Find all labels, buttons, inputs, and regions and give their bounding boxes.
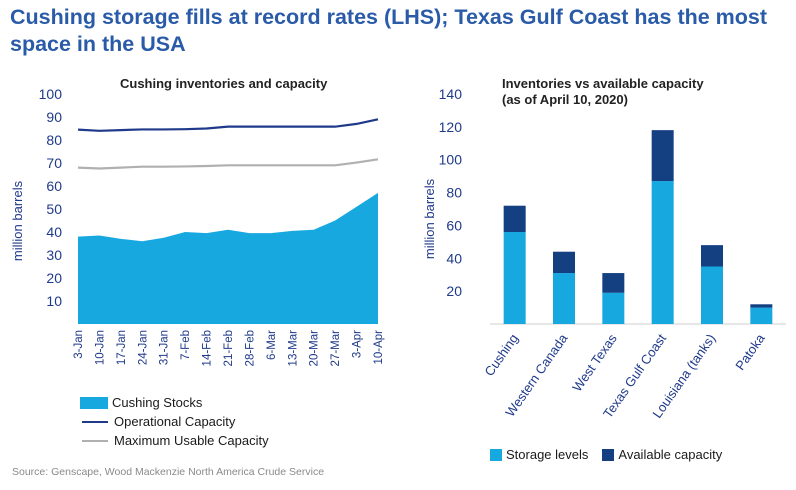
bar-available-capacity [602,273,625,293]
bar-storage-level [503,232,526,324]
bar-storage-level [651,181,674,324]
y-tick-label: 50 [46,201,62,217]
x-tick-label: 13-Mar [287,330,299,367]
y-tick-label: 140 [439,86,463,102]
bar-available-capacity [553,251,575,274]
capacity-bar-chart: 20 40 60 80 100 120 140 million barrels Cushing W… [422,86,786,421]
y-tick-label: 70 [46,155,62,171]
legend-operational-capacity: Operational Capacity [80,412,269,431]
legend-swatch-available [602,448,615,461]
legend-label-usable: Maximum Usable Capacity [114,433,269,448]
bar-available-capacity [503,205,526,232]
legend-label-stocks: Cushing Stocks [112,395,203,410]
legend-storage-levels: Storage levels [490,445,588,464]
y-tick-label: 60 [46,178,62,194]
cushing-chart: 10 20 30 40 50 60 70 80 90 100 million barrels 3-Ja… [10,86,385,367]
right-chart-title: Inventories vs available capacity (as of… [502,76,704,108]
page-title: Cushing storage fills at record rates (L… [10,5,768,56]
y-axis-label: million barrels [422,178,437,259]
left-legend: Cushing Stocks Operational Capacity Maxi… [80,393,269,450]
bar-storage-level [553,273,575,324]
y-tick-label: 120 [439,119,463,135]
x-tick-label: 14-Feb [202,330,214,366]
legend-swatch-stocks [80,396,108,409]
right-legend: Storage levels Available capacity [490,445,722,464]
x-tick-label: West Texas [569,331,620,395]
series-usable-capacity-line [77,158,379,170]
y-axis-label: million barrels [10,180,25,261]
bar-available-capacity [750,304,773,308]
y-tick-label: 40 [446,250,462,266]
bar-storage-level [602,292,625,324]
x-tick-label: Patoka [732,330,768,372]
legend-usable-capacity: Maximum Usable Capacity [80,431,269,450]
x-tick-label: Cushing [481,331,521,379]
x-tick-label: 6-Mar [266,330,278,360]
x-tick-label: 31-Jan [159,330,171,365]
x-tick-label: 10-Jan [94,330,106,365]
y-tick-label: 30 [46,247,62,263]
bar-storage-level [750,307,773,324]
y-tick-label: 20 [46,270,62,286]
legend-swatch-operational [82,420,108,423]
bar-storage-level [701,266,723,324]
x-tick-label: 27-Mar [330,330,342,367]
x-tick-label: 3-Jan [73,330,85,359]
left-chart-title: Cushing inventories and capacity [120,76,328,91]
legend-swatch-storage [490,448,502,461]
legend-cushing-stocks: Cushing Stocks [80,393,269,412]
legend-label-operational: Operational Capacity [114,414,236,429]
x-tick-label: 17-Jan [116,330,128,365]
x-tick-label: 20-Mar [309,330,321,367]
series-operational-capacity-line [77,118,379,132]
y-tick-label: 20 [446,283,462,299]
y-tick-label: 80 [46,132,62,148]
x-tick-label: 24-Jan [137,330,149,365]
right-chart-title-main: Inventories vs available capacity [502,76,704,91]
legend-swatch-usable [82,439,108,442]
x-tick-label: 10-Apr [373,330,385,365]
y-tick-label: 80 [446,185,462,201]
x-tick-label: 3-Apr [352,330,364,358]
legend-label-available: Available capacity [618,447,723,462]
x-tick-label: 28-Feb [244,330,256,366]
y-tick-label: 90 [46,109,62,125]
y-tick-label: 10 [46,293,62,309]
x-tick-label: 7-Feb [180,330,192,360]
bar-available-capacity [701,245,723,267]
series-cushing-stocks-area [78,192,378,324]
y-tick-label: 60 [446,217,462,233]
bar-available-capacity [651,130,674,182]
source-note: Source: Genscape, Wood Mackenzie North A… [12,466,325,478]
y-tick-label: 100 [39,86,63,102]
legend-available-capacity: Available capacity [602,445,722,464]
y-tick-label: 40 [46,224,62,240]
legend-label-storage: Storage levels [506,447,589,462]
right-chart-subtitle: (as of April 10, 2020) [502,92,628,107]
y-tick-label: 100 [439,152,463,168]
x-tick-label: 21-Feb [223,330,235,366]
